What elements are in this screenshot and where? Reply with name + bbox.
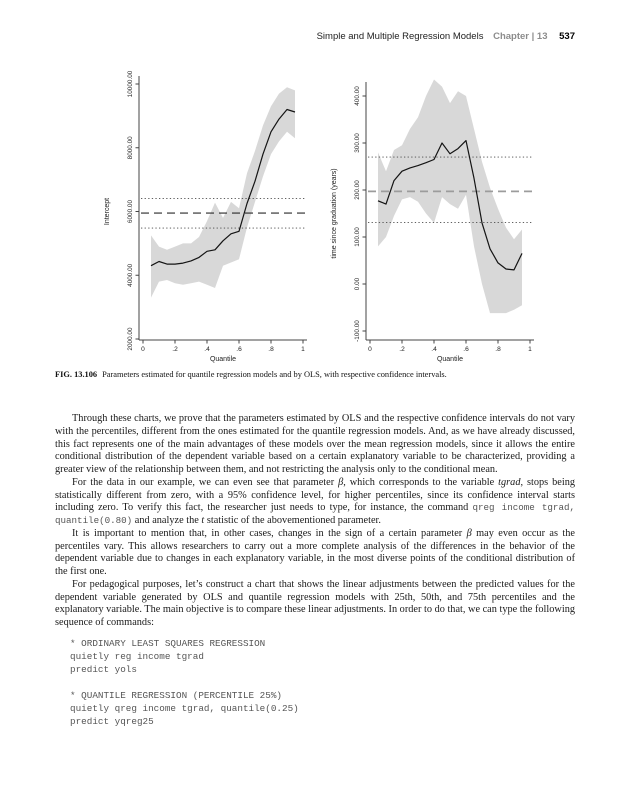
svg-text:.8: .8 — [268, 346, 274, 353]
running-header-title: Simple and Multiple Regression Models — [316, 31, 484, 42]
svg-text:4000.00: 4000.00 — [127, 263, 134, 287]
chart-svg: -100.00 0.00 100.00 200.00 300.00 400.00 0 .2 .4… — [331, 79, 534, 363]
svg-text:.6: .6 — [236, 346, 242, 353]
chart-intercept: 2000.00 4000.00 6000.00 8000.00 10000.00 0 .2.… — [95, 70, 310, 368]
svg-text:1: 1 — [301, 346, 305, 353]
text-run: may even occur as the percentiles vary. … — [55, 527, 575, 577]
svg-text:1: 1 — [528, 346, 532, 353]
paragraph-beta-significance: For the data in our example, we can even… — [55, 477, 575, 528]
svg-text:400.00: 400.00 — [354, 86, 361, 106]
chart-time-since-graduation: -100.00 0.00 100.00 200.00 300.00 400.00 0 .2 .4… — [322, 70, 537, 368]
svg-text:time since graduation (years): time since graduation (years) — [331, 168, 338, 258]
text-run: For the data in our example, we can even… — [72, 476, 339, 488]
italic-text: β — [466, 527, 472, 539]
svg-text:.4: .4 — [204, 346, 210, 353]
figure-caption: FIG. 13.106 Parameters estimated for quan… — [55, 370, 575, 379]
svg-text:Quantile: Quantile — [437, 356, 463, 363]
chart-svg: 2000.00 4000.00 6000.00 8000.00 10000.00 0 .2.… — [104, 70, 307, 363]
svg-text:Quantile: Quantile — [210, 356, 236, 363]
running-header-chapter: Chapter | 13 — [493, 31, 548, 42]
svg-text:0: 0 — [368, 346, 372, 353]
page-number: 537 — [559, 31, 575, 42]
text-run: and analyze the — [132, 515, 202, 526]
paragraph-ols-vs-quantile: Through these charts, we prove that the … — [55, 413, 575, 477]
code-block-ols-regression: * ORDINARY LEAST SQUARES REGRESSION quie… — [70, 637, 266, 675]
svg-text:.4: .4 — [431, 346, 437, 353]
svg-text:300.00: 300.00 — [354, 133, 361, 153]
text-run: Through these charts, we prove that the … — [55, 413, 575, 475]
text-run: , which corresponds to the variable — [343, 476, 499, 488]
body-text: Through these charts, we prove that the … — [55, 413, 575, 729]
svg-text:.8: .8 — [495, 346, 501, 353]
svg-text:.2: .2 — [399, 346, 405, 353]
running-header: Simple and Multiple Regression Models Ch… — [317, 31, 575, 42]
italic-text: tgrad — [498, 476, 521, 488]
svg-text:8000.00: 8000.00 — [127, 136, 134, 160]
text-run: statistic of the abovementioned paramete… — [204, 515, 381, 526]
figure-caption-label: FIG. 13.106 — [55, 370, 98, 379]
quantile-estimates-line — [377, 139, 523, 271]
confidence-band — [378, 79, 522, 314]
svg-text:.6: .6 — [463, 346, 469, 353]
svg-text:100.00: 100.00 — [354, 227, 361, 247]
inline-code: qreg income tgrad, quantile(0.80) — [55, 502, 575, 526]
text-run: For pedagogical purposes, let’s construc… — [55, 578, 575, 628]
italic-text: β — [338, 476, 344, 488]
svg-text:0.00: 0.00 — [354, 277, 361, 290]
figure-charts-row: 2000.00 4000.00 6000.00 8000.00 10000.00 0 .2.… — [95, 70, 575, 368]
svg-text:0: 0 — [141, 346, 145, 353]
paragraph-sign-changes: It is important to mention that, in othe… — [55, 528, 575, 579]
svg-text:-100.00: -100.00 — [354, 320, 361, 342]
code-block-quantile-regression-25: * QUANTILE REGRESSION (PERCENTILE 25%) q… — [70, 690, 299, 728]
svg-text:6000.00: 6000.00 — [127, 200, 134, 224]
text-run: It is important to mention that, in othe… — [72, 527, 467, 539]
figure-caption-text: Parameters estimated for quantile regres… — [102, 370, 447, 379]
quantile-estimates-line — [150, 108, 296, 267]
confidence-band — [151, 87, 295, 298]
svg-text:200.00: 200.00 — [354, 180, 361, 200]
svg-text:Intercept: Intercept — [104, 198, 111, 225]
text-run: , stops being statistically different fr… — [55, 476, 576, 514]
figure-13-106: 2000.00 4000.00 6000.00 8000.00 10000.00 0 .2.… — [55, 70, 575, 379]
svg-text:2000.00: 2000.00 — [127, 327, 134, 351]
svg-text:10000.00: 10000.00 — [127, 70, 134, 97]
svg-text:.2: .2 — [172, 346, 178, 353]
italic-text: t — [201, 515, 205, 526]
paragraph-pedagogical-purposes: For pedagogical purposes, let’s construc… — [55, 579, 575, 630]
